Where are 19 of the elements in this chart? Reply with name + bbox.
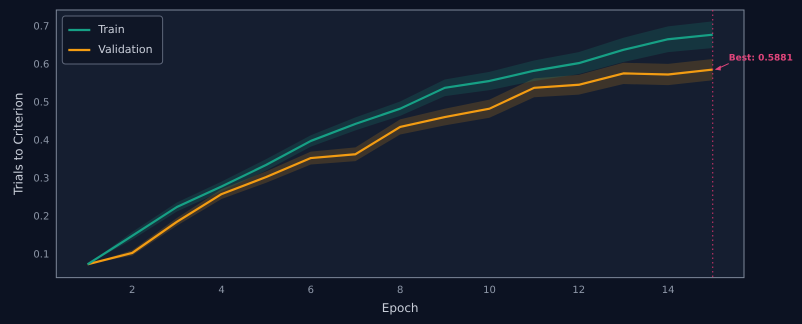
x-tick-label: 4 [218, 285, 225, 296]
y-axis-title: Trials to Criterion [11, 92, 26, 196]
x-tick-label: 6 [308, 285, 314, 296]
annotation: Best: 0.5881 [728, 54, 793, 64]
legend-label: Train [97, 22, 125, 36]
y-tick-label: 0.6 [33, 60, 50, 71]
y-tick-label: 0.5 [33, 98, 50, 109]
y-tick-label: 0.3 [33, 174, 50, 185]
y-tick-label: 0.2 [33, 211, 50, 222]
y-tick-label: 0.1 [33, 249, 50, 260]
x-tick-label: 8 [396, 285, 404, 296]
x-tick-label: 10 [483, 285, 496, 296]
x-tick-label: 12 [572, 285, 586, 296]
x-tick-label: 2 [129, 285, 136, 296]
y-tick-label: 0.4 [33, 136, 50, 147]
x-tick-label: 14 [662, 285, 674, 296]
y-tick-label: 0.7 [33, 22, 50, 33]
x-axis-title: Epoch [382, 300, 419, 315]
legend-label: Validation [98, 42, 153, 56]
